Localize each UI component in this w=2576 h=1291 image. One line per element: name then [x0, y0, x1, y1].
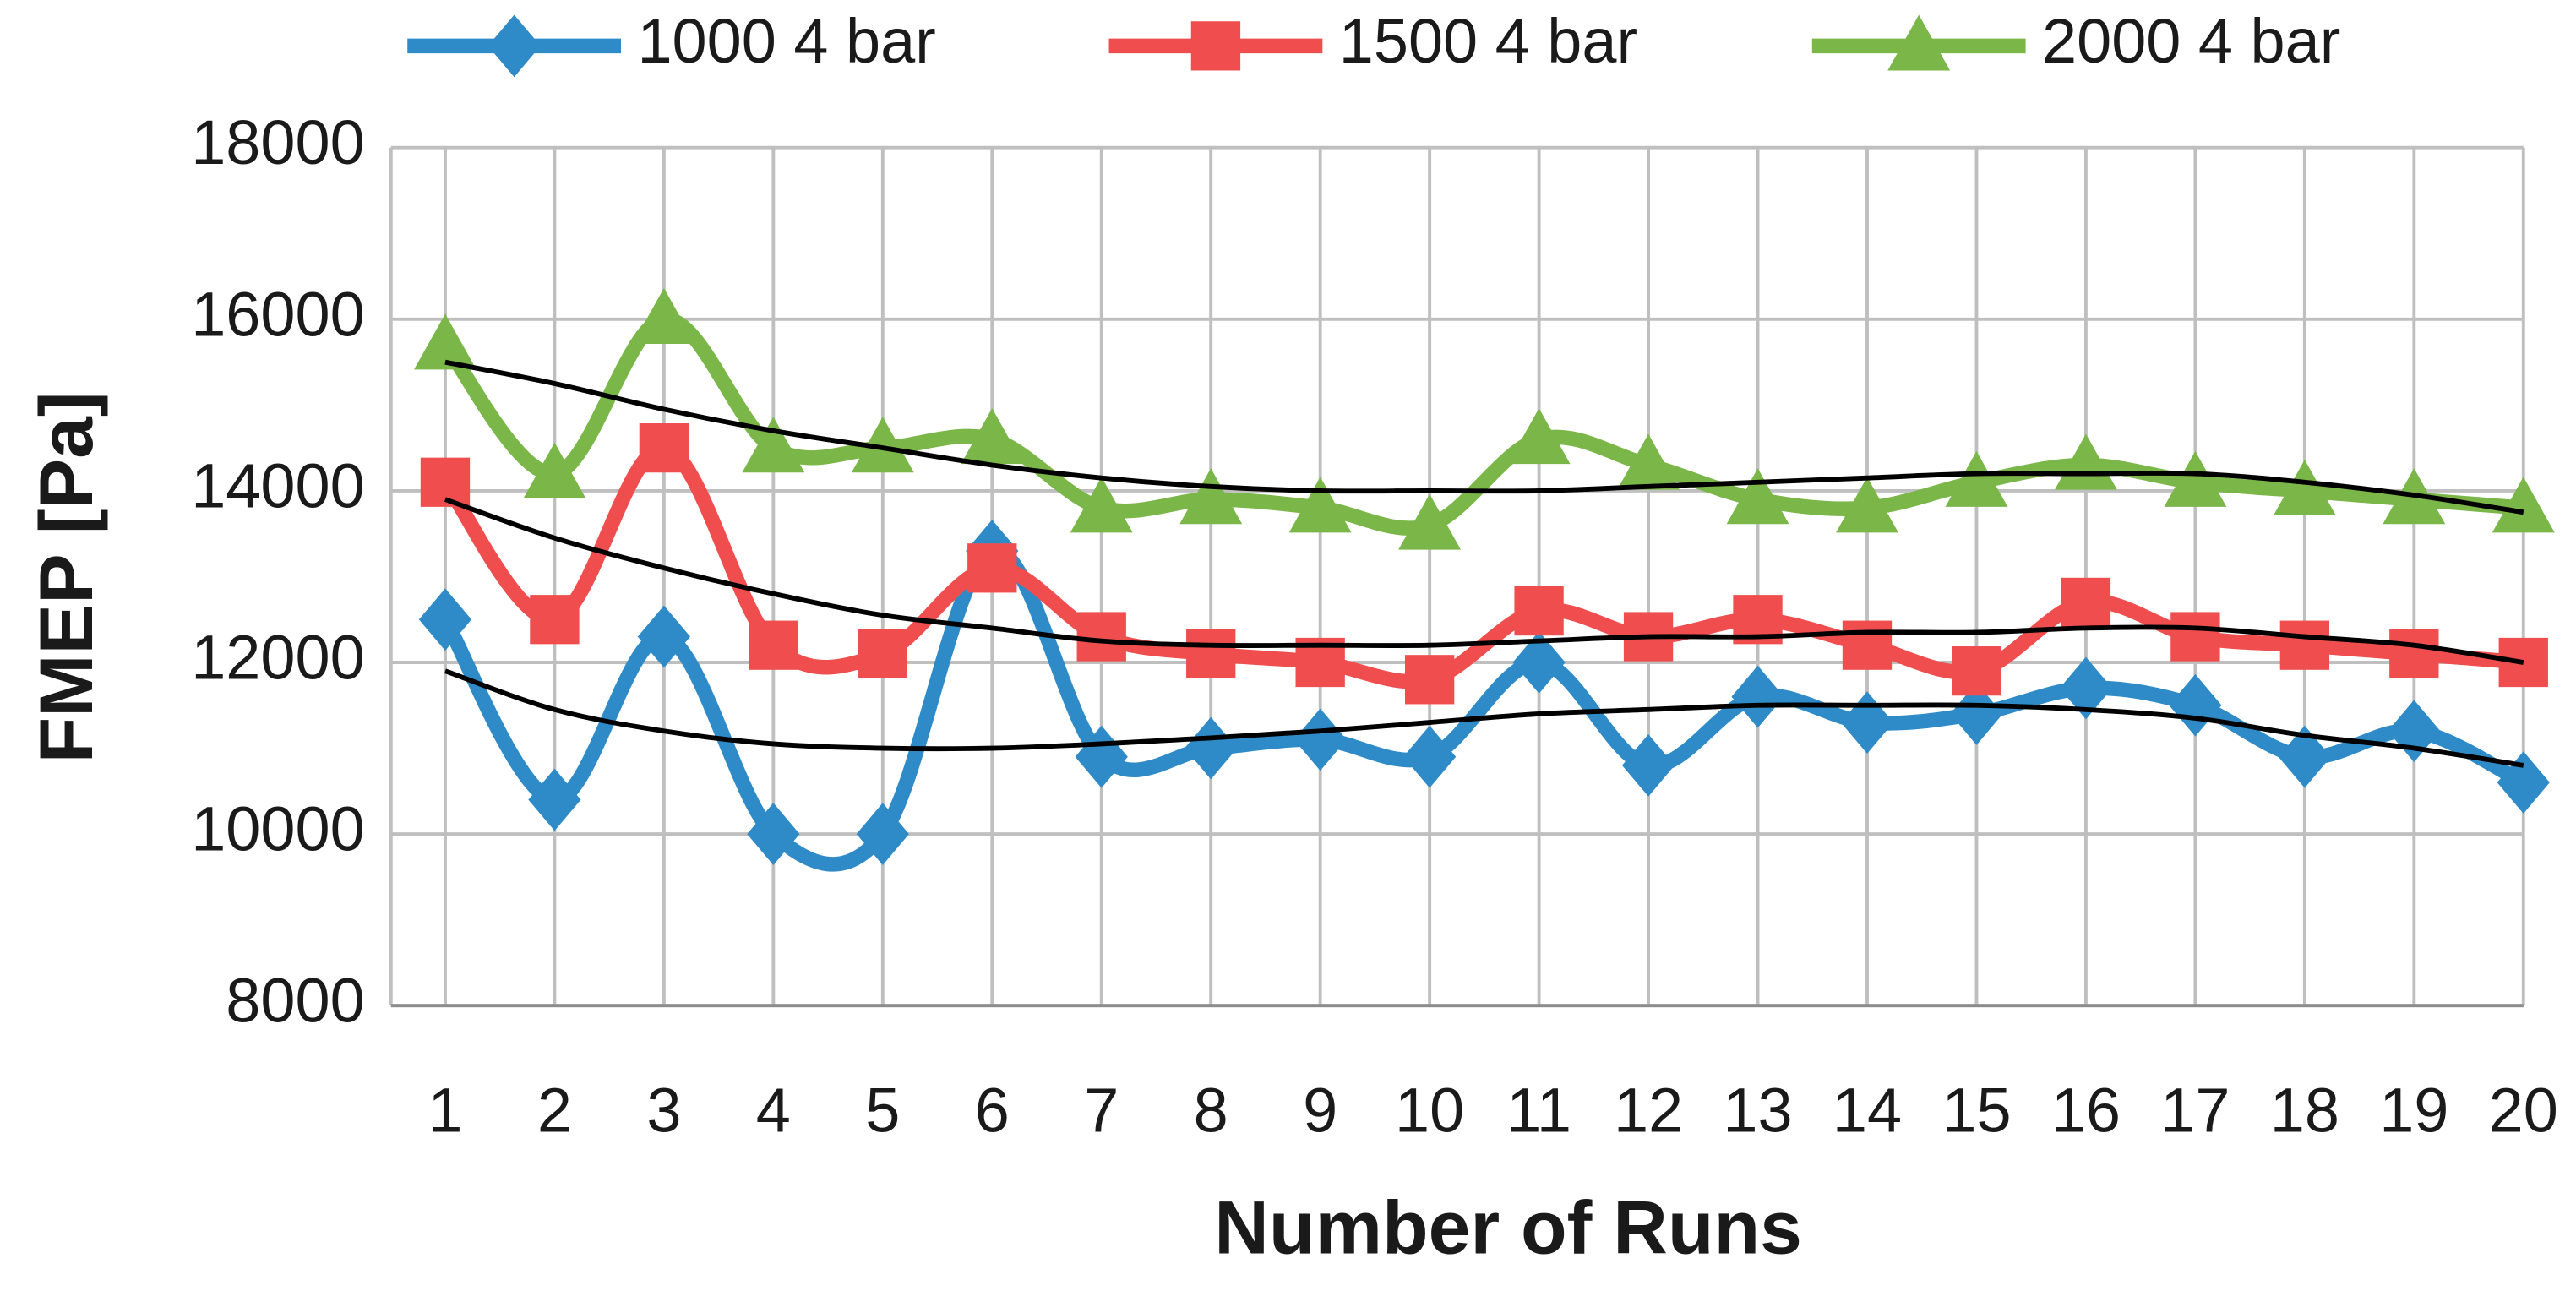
data-point [2169, 673, 2222, 737]
x-tick-label: 16 [2051, 1076, 2121, 1146]
data-point [1288, 477, 1352, 533]
data-point [1836, 477, 1898, 533]
data-point [1403, 725, 1457, 788]
x-tick-label: 6 [975, 1076, 1010, 1146]
data-point [639, 423, 689, 473]
data-point [1070, 477, 1133, 533]
data-point [2279, 620, 2330, 670]
x-axis-title: Number of Runs [1214, 1185, 1802, 1270]
data-point [1512, 631, 1566, 694]
data-point [1617, 433, 1680, 490]
x-tick-label: 7 [1084, 1076, 1119, 1146]
x-tick-label: 17 [2160, 1076, 2230, 1146]
data-point [1507, 408, 1571, 465]
data-point [632, 287, 695, 344]
data-point [1514, 586, 1564, 636]
data-point [1842, 620, 1893, 670]
data-point [1945, 450, 2008, 507]
data-point [2170, 612, 2220, 662]
data-point [1731, 665, 1784, 728]
data-point [1840, 691, 1894, 754]
data-point [1076, 612, 1126, 662]
trend-line [444, 359, 2524, 515]
data-point [414, 313, 477, 370]
data-point [530, 595, 580, 645]
data-point [856, 803, 909, 865]
data-point [528, 768, 581, 831]
x-tick-label: 5 [865, 1076, 900, 1146]
data-point [749, 620, 798, 670]
data-point [2273, 460, 2336, 516]
y-tick-label: 18000 [191, 107, 364, 177]
data-point [858, 629, 907, 678]
x-tick-label: 4 [756, 1076, 791, 1146]
data-point [2061, 577, 2111, 628]
x-tick-label: 8 [1194, 1076, 1228, 1146]
data-point [2492, 477, 2555, 533]
data-point [1186, 629, 1236, 678]
data-point [2164, 450, 2227, 507]
x-tick-label: 15 [1942, 1076, 2011, 1146]
y-tick-label: 10000 [191, 794, 364, 864]
data-point [1179, 468, 1243, 525]
trend-line [444, 497, 2524, 665]
x-tick-label: 13 [1723, 1076, 1792, 1146]
data-point [1726, 468, 1789, 525]
x-tick-label: 19 [2379, 1076, 2448, 1146]
data-point [1950, 683, 2003, 745]
legend-label: 2000 4 bar [2042, 6, 2340, 76]
x-tick-label: 9 [1303, 1076, 1337, 1146]
x-tick-label: 11 [1506, 1076, 1571, 1146]
y-tick-label: 12000 [191, 623, 364, 693]
legend-label: 1500 4 bar [1339, 6, 1637, 76]
x-tick-label: 10 [1395, 1076, 1464, 1146]
data-point [2389, 629, 2439, 678]
x-tick-label: 14 [1833, 1076, 1902, 1146]
data-point [1293, 708, 1347, 771]
data-point [418, 588, 472, 651]
y-tick-label: 14000 [191, 450, 364, 520]
legend-marker [1190, 21, 1241, 71]
y-axis-title: FMEP [Pa] [24, 391, 108, 763]
x-tick-label: 1 [428, 1076, 462, 1146]
data-point [420, 457, 471, 507]
data-point [1398, 493, 1462, 550]
data-point [523, 442, 586, 498]
data-point [851, 417, 914, 473]
data-point [1952, 646, 2001, 696]
data-point [961, 408, 1024, 465]
x-tick-label: 12 [1614, 1076, 1683, 1146]
x-tick-label: 20 [2489, 1076, 2558, 1146]
x-tick-label: 18 [2270, 1076, 2339, 1146]
data-point [2278, 725, 2331, 788]
legend-label: 1000 4 bar [637, 6, 935, 76]
data-point [1621, 733, 1675, 797]
y-tick-label: 16000 [191, 279, 364, 349]
data-point [1185, 716, 1238, 780]
legend-marker [487, 14, 541, 78]
y-tick-label: 8000 [226, 966, 364, 1036]
trend-line [444, 668, 2524, 768]
x-tick-label: 2 [537, 1076, 572, 1146]
x-tick-label: 3 [646, 1076, 681, 1146]
legend-marker [1887, 14, 1951, 71]
data-point [967, 543, 1017, 593]
series-line [438, 542, 2527, 872]
data-point [1404, 655, 1455, 705]
data-point [742, 417, 805, 473]
